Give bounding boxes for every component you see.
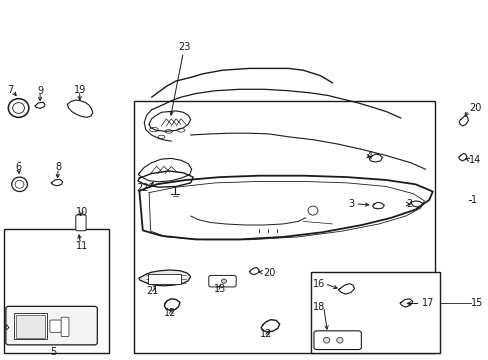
Text: 11: 11 [76, 240, 88, 251]
Bar [310, 272, 439, 353]
Bar [4, 229, 109, 353]
Text: 21: 21 [146, 286, 159, 296]
Ellipse shape [164, 130, 172, 133]
Bar [14, 313, 47, 339]
FancyBboxPatch shape [76, 215, 86, 231]
Ellipse shape [12, 177, 27, 192]
Ellipse shape [15, 180, 24, 188]
Text: 23: 23 [178, 42, 191, 52]
Text: 6: 6 [16, 162, 21, 172]
Ellipse shape [158, 135, 164, 139]
Text: 22: 22 [136, 183, 149, 193]
Bar [134, 101, 434, 353]
Text: 1: 1 [470, 195, 477, 205]
FancyBboxPatch shape [6, 306, 97, 345]
Bar [16, 315, 45, 338]
Ellipse shape [323, 337, 329, 343]
Text: 12: 12 [163, 308, 176, 318]
Text: 15: 15 [470, 298, 483, 309]
Text: 2: 2 [405, 199, 411, 210]
FancyBboxPatch shape [50, 320, 61, 332]
Text: 8: 8 [56, 162, 61, 172]
Ellipse shape [8, 99, 29, 117]
Ellipse shape [13, 103, 24, 113]
Ellipse shape [177, 129, 184, 132]
Ellipse shape [336, 337, 343, 343]
Text: 3: 3 [347, 199, 353, 209]
FancyBboxPatch shape [61, 317, 69, 337]
Text: 20: 20 [468, 103, 481, 113]
Text: 18: 18 [312, 302, 325, 312]
Text: 7: 7 [8, 85, 14, 95]
Text: 4: 4 [366, 151, 372, 161]
Text: 19: 19 [73, 85, 86, 95]
Text: 17: 17 [421, 298, 433, 309]
Text: 20: 20 [263, 268, 275, 278]
Text: 5: 5 [51, 347, 57, 357]
FancyBboxPatch shape [313, 331, 361, 350]
FancyBboxPatch shape [208, 275, 236, 287]
Text: 14: 14 [468, 155, 481, 165]
Polygon shape [139, 270, 190, 286]
Bar [147, 274, 181, 284]
Text: 9: 9 [37, 86, 43, 96]
Text: 13: 13 [214, 284, 226, 294]
Text: 12: 12 [260, 329, 272, 339]
Ellipse shape [149, 127, 158, 132]
Ellipse shape [307, 206, 317, 215]
Ellipse shape [221, 279, 226, 283]
Text: 16: 16 [312, 279, 325, 289]
Text: 10: 10 [76, 207, 88, 217]
